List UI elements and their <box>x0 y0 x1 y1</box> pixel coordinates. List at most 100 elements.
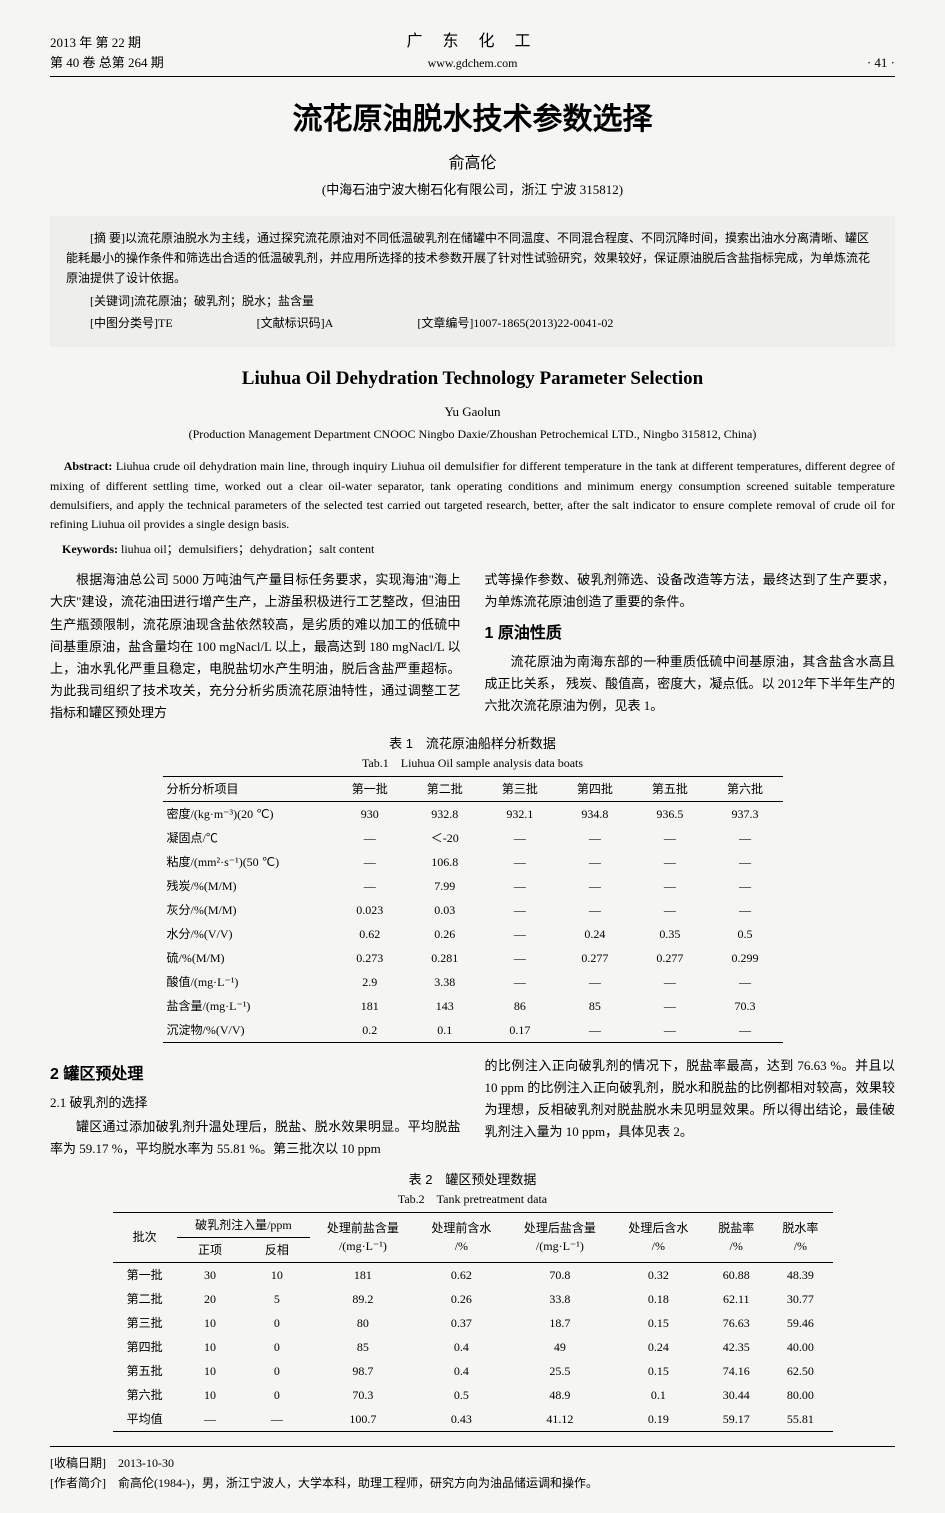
doc-code: A <box>325 316 334 330</box>
table1-cell: 106.8 <box>407 850 482 874</box>
table1-cell: — <box>482 922 557 946</box>
abstract-cn-label: [摘 要] <box>90 231 125 245</box>
table2-cell: 0.37 <box>416 1311 508 1335</box>
table1-cell: — <box>557 874 632 898</box>
author-en: Yu Gaolun <box>50 402 895 422</box>
table2-cell: 70.3 <box>310 1383 415 1407</box>
table1-cell: — <box>482 874 557 898</box>
table1-cell: 0.17 <box>482 1018 557 1043</box>
table1-cell: 932.1 <box>482 801 557 826</box>
page-number: · 41 · <box>695 53 895 73</box>
table-2: 批次破乳剂注入量/ppm处理前盐含量/(mg·L⁻¹)处理前含水/%处理后盐含量… <box>113 1212 833 1432</box>
table1-cell: — <box>632 970 707 994</box>
table2-header: 批次 <box>113 1212 177 1262</box>
keywords-cn-text: 流花原油；破乳剂；脱水；盐含量 <box>134 294 314 308</box>
table1-cell: 盐含量/(mg·L⁻¹) <box>163 994 333 1018</box>
table2-cell: 80 <box>310 1311 415 1335</box>
table1-cell: 0.281 <box>407 946 482 970</box>
table1-cell: 7.99 <box>407 874 482 898</box>
table2-cell: 0.4 <box>416 1335 508 1359</box>
table2-cell: 0.15 <box>613 1359 705 1383</box>
table1-cell: 酸值/(mg·L⁻¹) <box>163 970 333 994</box>
table2-cell: 59.17 <box>704 1407 768 1432</box>
keywords-cn-label: [关键词] <box>90 294 134 308</box>
table1-cell: 70.3 <box>707 994 782 1018</box>
journal-name-cn: 广 东 化 工 <box>250 30 695 54</box>
table-1: 分析分析项目第一批第二批第三批第四批第五批第六批 密度/(kg·m⁻³)(20 … <box>163 776 783 1043</box>
table1-cell: 0.5 <box>707 922 782 946</box>
table2-cell: 42.35 <box>704 1335 768 1359</box>
table2-cell: 0.19 <box>613 1407 705 1432</box>
table2-cell: 70.8 <box>507 1262 612 1287</box>
table1-header: 第六批 <box>707 776 782 801</box>
table1-cell: — <box>482 970 557 994</box>
table2-cell: 0.18 <box>613 1287 705 1311</box>
table2-cell: 76.63 <box>704 1311 768 1335</box>
table2-cell: 5 <box>243 1287 310 1311</box>
table1-header: 第四批 <box>557 776 632 801</box>
table2-cell: 48.9 <box>507 1383 612 1407</box>
table1-cell: 0.2 <box>332 1018 407 1043</box>
table1-cell: 0.299 <box>707 946 782 970</box>
table1-cell: — <box>332 850 407 874</box>
table1-cell: 灰分/%(M/M) <box>163 898 333 922</box>
table1-cell: 0.023 <box>332 898 407 922</box>
table2-cell: 0 <box>243 1311 310 1335</box>
recv-date-label: [收稿日期] <box>50 1456 106 1470</box>
table1-header: 分析分析项目 <box>163 776 333 801</box>
table2-cell: 0.62 <box>416 1262 508 1287</box>
section-21-title: 2.1 破乳剂的选择 <box>50 1092 461 1114</box>
table2-cell: 49 <box>507 1335 612 1359</box>
table2-cell: 10 <box>177 1359 244 1383</box>
table1-cell: — <box>632 850 707 874</box>
table2-cell: 第一批 <box>113 1262 177 1287</box>
affiliation-cn: (中海石油宁波大榭石化有限公司，浙江 宁波 315812) <box>50 180 895 200</box>
table2-cell: 0.5 <box>416 1383 508 1407</box>
table1-cell: 2.9 <box>332 970 407 994</box>
table1-cell: 0.277 <box>632 946 707 970</box>
table1-cell: 0.24 <box>557 922 632 946</box>
table2-cell: 48.39 <box>768 1262 832 1287</box>
table2-header: 处理前含水/% <box>416 1212 508 1262</box>
table2-cell: 0 <box>243 1359 310 1383</box>
table1-cell: — <box>632 994 707 1018</box>
table1-caption-en: Tab.1 Liuhua Oil sample analysis data bo… <box>50 754 895 772</box>
table2-cell: 85 <box>310 1335 415 1359</box>
table2-cell: 100.7 <box>310 1407 415 1432</box>
table1-cell: 143 <box>407 994 482 1018</box>
table1-cell: 3.38 <box>407 970 482 994</box>
table2-cell: 0.4 <box>416 1359 508 1383</box>
keywords-en: Keywords: liuhua oil；demulsifiers；dehydr… <box>50 540 895 559</box>
author-cn: 俞高伦 <box>50 152 895 176</box>
class-no: TE <box>158 316 173 330</box>
table1-cell: — <box>557 826 632 850</box>
table1-cell: — <box>632 826 707 850</box>
table2-cell: 62.11 <box>704 1287 768 1311</box>
table1-cell: 0.03 <box>407 898 482 922</box>
table1-cell: 沉淀物/%(V/V) <box>163 1018 333 1043</box>
table1-cell: — <box>632 1018 707 1043</box>
table1-cell: 936.5 <box>632 801 707 826</box>
table2-cell: 89.2 <box>310 1287 415 1311</box>
table1-cell: — <box>707 1018 782 1043</box>
table2-cell: 55.81 <box>768 1407 832 1432</box>
table2-group-header: 破乳剂注入量/ppm <box>177 1212 311 1237</box>
table2-cell: 59.46 <box>768 1311 832 1335</box>
table2-header: 脱盐率/% <box>704 1212 768 1262</box>
section-2-title: 2 罐区预处理 <box>50 1061 461 1088</box>
table2-cell: 33.8 <box>507 1287 612 1311</box>
table1-caption-cn: 表 1 流花原油船样分析数据 <box>50 734 895 754</box>
author-bio: 俞高伦(1984-)，男，浙江宁波人，大学本科，助理工程师，研究方向为油品储运调… <box>118 1476 598 1490</box>
doc-code-label: [文献标识码] <box>257 316 325 330</box>
table1-cell: 硫/%(M/M) <box>163 946 333 970</box>
table1-cell: 粘度/(mm²·s⁻¹)(50 ℃) <box>163 850 333 874</box>
intro-left: 根据海油总公司 5000 万吨油气产量目标任务要求，实现海油"海上大庆"建设，流… <box>50 569 461 724</box>
table1-cell: — <box>707 874 782 898</box>
table1-cell: — <box>332 826 407 850</box>
table1-cell: 181 <box>332 994 407 1018</box>
table1-cell: — <box>557 970 632 994</box>
table2-cell: 98.7 <box>310 1359 415 1383</box>
keywords-en-text: liuhua oil；demulsifiers；dehydration；salt… <box>121 542 374 556</box>
year-issue: 2013 年 第 22 期 <box>50 33 250 53</box>
table2-cell: 30 <box>177 1262 244 1287</box>
